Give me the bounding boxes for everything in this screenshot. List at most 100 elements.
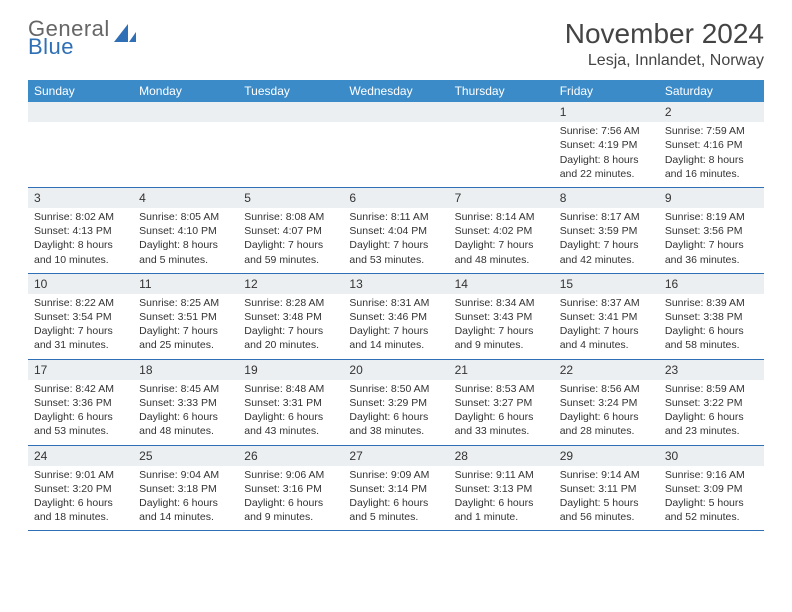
sunrise-line: Sunrise: 9:11 AM [455, 468, 548, 482]
daylight-line: and 16 minutes. [665, 167, 758, 181]
sunset-line: Sunset: 3:27 PM [455, 396, 548, 410]
daylight-line: and 59 minutes. [244, 253, 337, 267]
day-cell: 27Sunrise: 9:09 AMSunset: 3:14 PMDayligh… [343, 446, 448, 531]
empty-cell [133, 102, 238, 187]
empty-cell [238, 102, 343, 187]
day-cell: 11Sunrise: 8:25 AMSunset: 3:51 PMDayligh… [133, 274, 238, 359]
daylight-line: Daylight: 7 hours [139, 324, 232, 338]
daylight-line: Daylight: 6 hours [139, 410, 232, 424]
daylight-line: and 25 minutes. [139, 338, 232, 352]
daylight-line: and 9 minutes. [455, 338, 548, 352]
daylight-line: Daylight: 8 hours [560, 153, 653, 167]
sunset-line: Sunset: 3:54 PM [34, 310, 127, 324]
day-number: 8 [554, 188, 659, 208]
day-cell: 14Sunrise: 8:34 AMSunset: 3:43 PMDayligh… [449, 274, 554, 359]
weekday-header-cell: Saturday [659, 80, 764, 102]
day-number: 14 [449, 274, 554, 294]
sunset-line: Sunset: 3:33 PM [139, 396, 232, 410]
daylight-line: and 28 minutes. [560, 424, 653, 438]
day-info: Sunrise: 9:09 AMSunset: 3:14 PMDaylight:… [349, 468, 442, 525]
brand-text: General Blue [28, 18, 110, 58]
sunrise-line: Sunrise: 8:59 AM [665, 382, 758, 396]
daylight-line: Daylight: 6 hours [349, 496, 442, 510]
day-number: 13 [343, 274, 448, 294]
sunset-line: Sunset: 3:59 PM [560, 224, 653, 238]
sunrise-line: Sunrise: 8:02 AM [34, 210, 127, 224]
daylight-line: and 5 minutes. [349, 510, 442, 524]
daylight-line: Daylight: 6 hours [34, 410, 127, 424]
day-info: Sunrise: 8:17 AMSunset: 3:59 PMDaylight:… [560, 210, 653, 267]
daylight-line: and 18 minutes. [34, 510, 127, 524]
day-number: 30 [659, 446, 764, 466]
day-number: 27 [343, 446, 448, 466]
daylight-line: Daylight: 7 hours [455, 324, 548, 338]
daylight-line: Daylight: 6 hours [560, 410, 653, 424]
day-number: 22 [554, 360, 659, 380]
sunset-line: Sunset: 3:29 PM [349, 396, 442, 410]
daylight-line: Daylight: 8 hours [665, 153, 758, 167]
day-cell: 21Sunrise: 8:53 AMSunset: 3:27 PMDayligh… [449, 360, 554, 445]
day-number: 16 [659, 274, 764, 294]
sunrise-line: Sunrise: 8:37 AM [560, 296, 653, 310]
day-info: Sunrise: 8:08 AMSunset: 4:07 PMDaylight:… [244, 210, 337, 267]
daylight-line: and 10 minutes. [34, 253, 127, 267]
sunrise-line: Sunrise: 9:09 AM [349, 468, 442, 482]
day-cell: 24Sunrise: 9:01 AMSunset: 3:20 PMDayligh… [28, 446, 133, 531]
day-cell: 9Sunrise: 8:19 AMSunset: 3:56 PMDaylight… [659, 188, 764, 273]
week-row: 10Sunrise: 8:22 AMSunset: 3:54 PMDayligh… [28, 274, 764, 360]
daylight-line: Daylight: 7 hours [244, 238, 337, 252]
daylight-line: Daylight: 6 hours [455, 410, 548, 424]
empty-daynum-bar [343, 102, 448, 122]
daylight-line: Daylight: 8 hours [34, 238, 127, 252]
daylight-line: Daylight: 7 hours [349, 238, 442, 252]
sunrise-line: Sunrise: 8:25 AM [139, 296, 232, 310]
sunset-line: Sunset: 3:16 PM [244, 482, 337, 496]
empty-daynum-bar [449, 102, 554, 122]
day-cell: 23Sunrise: 8:59 AMSunset: 3:22 PMDayligh… [659, 360, 764, 445]
daylight-line: Daylight: 5 hours [560, 496, 653, 510]
daylight-line: and 5 minutes. [139, 253, 232, 267]
day-number: 4 [133, 188, 238, 208]
day-number: 28 [449, 446, 554, 466]
day-cell: 26Sunrise: 9:06 AMSunset: 3:16 PMDayligh… [238, 446, 343, 531]
sunset-line: Sunset: 3:46 PM [349, 310, 442, 324]
day-number: 6 [343, 188, 448, 208]
sunrise-line: Sunrise: 8:45 AM [139, 382, 232, 396]
day-info: Sunrise: 8:39 AMSunset: 3:38 PMDaylight:… [665, 296, 758, 353]
day-info: Sunrise: 8:34 AMSunset: 3:43 PMDaylight:… [455, 296, 548, 353]
day-info: Sunrise: 7:59 AMSunset: 4:16 PMDaylight:… [665, 124, 758, 181]
day-info: Sunrise: 8:22 AMSunset: 3:54 PMDaylight:… [34, 296, 127, 353]
daylight-line: and 20 minutes. [244, 338, 337, 352]
day-number: 29 [554, 446, 659, 466]
day-info: Sunrise: 8:50 AMSunset: 3:29 PMDaylight:… [349, 382, 442, 439]
week-row: 24Sunrise: 9:01 AMSunset: 3:20 PMDayligh… [28, 446, 764, 532]
sunset-line: Sunset: 3:14 PM [349, 482, 442, 496]
location-subtitle: Lesja, Innlandet, Norway [565, 52, 764, 70]
calendar-page: General Blue November 2024 Lesja, Innlan… [0, 0, 792, 541]
sunrise-line: Sunrise: 7:59 AM [665, 124, 758, 138]
sunrise-line: Sunrise: 8:39 AM [665, 296, 758, 310]
sunrise-line: Sunrise: 8:42 AM [34, 382, 127, 396]
day-cell: 20Sunrise: 8:50 AMSunset: 3:29 PMDayligh… [343, 360, 448, 445]
daylight-line: and 14 minutes. [349, 338, 442, 352]
day-info: Sunrise: 8:28 AMSunset: 3:48 PMDaylight:… [244, 296, 337, 353]
day-cell: 17Sunrise: 8:42 AMSunset: 3:36 PMDayligh… [28, 360, 133, 445]
daylight-line: Daylight: 6 hours [34, 496, 127, 510]
weekday-header-row: SundayMondayTuesdayWednesdayThursdayFrid… [28, 80, 764, 102]
day-number: 17 [28, 360, 133, 380]
sunrise-line: Sunrise: 9:16 AM [665, 468, 758, 482]
sunrise-line: Sunrise: 8:14 AM [455, 210, 548, 224]
daylight-line: and 36 minutes. [665, 253, 758, 267]
day-info: Sunrise: 8:42 AMSunset: 3:36 PMDaylight:… [34, 382, 127, 439]
brand-logo: General Blue [28, 18, 136, 58]
daylight-line: Daylight: 6 hours [455, 496, 548, 510]
daylight-line: and 14 minutes. [139, 510, 232, 524]
sunrise-line: Sunrise: 9:01 AM [34, 468, 127, 482]
daylight-line: and 9 minutes. [244, 510, 337, 524]
daylight-line: Daylight: 7 hours [560, 324, 653, 338]
day-cell: 19Sunrise: 8:48 AMSunset: 3:31 PMDayligh… [238, 360, 343, 445]
sunset-line: Sunset: 3:20 PM [34, 482, 127, 496]
day-cell: 1Sunrise: 7:56 AMSunset: 4:19 PMDaylight… [554, 102, 659, 187]
day-number: 18 [133, 360, 238, 380]
day-cell: 22Sunrise: 8:56 AMSunset: 3:24 PMDayligh… [554, 360, 659, 445]
